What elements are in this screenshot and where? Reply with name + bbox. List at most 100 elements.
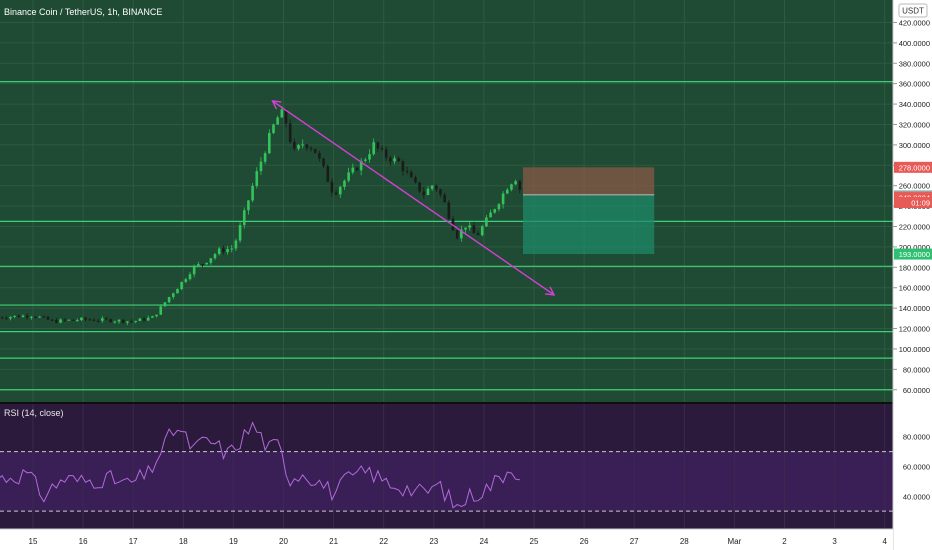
- candle-body: [355, 167, 359, 171]
- candle-body: [338, 186, 342, 195]
- candle-body: [25, 315, 29, 318]
- time-label: 28: [680, 537, 689, 546]
- price-tick-label: 360.0000: [899, 80, 930, 89]
- candle-body: [59, 319, 62, 323]
- candle-body: [205, 262, 208, 265]
- price-tag-label: 01:09: [911, 199, 930, 208]
- candle-body: [234, 240, 238, 249]
- candle-body: [163, 302, 167, 307]
- candle-body: [272, 124, 275, 134]
- candle-body: [130, 321, 133, 323]
- candle-body: [313, 148, 317, 153]
- candle-body: [17, 315, 21, 318]
- candle-body: [268, 133, 271, 154]
- candle-body: [167, 297, 171, 303]
- price-tick-label: 260.0000: [899, 182, 930, 191]
- candle-body: [401, 161, 405, 172]
- candle-body: [293, 141, 296, 149]
- rsi-line: [0, 421, 520, 509]
- candle-body: [34, 316, 37, 318]
- candle-body: [247, 200, 250, 211]
- candle-body: [510, 184, 513, 190]
- price-tick-label: 100.0000: [899, 345, 930, 354]
- candle-body: [405, 171, 409, 173]
- candle-body: [222, 248, 225, 253]
- candle-body: [217, 248, 221, 255]
- candle-body: [480, 226, 484, 236]
- candle-body: [171, 293, 175, 298]
- candle-body: [30, 316, 33, 318]
- candle-body: [330, 181, 334, 193]
- candle-body: [138, 318, 142, 322]
- price-pane[interactable]: [0, 0, 893, 402]
- chart-title: Binance Coin / TetherUS, 1h, BINANCE: [4, 7, 162, 17]
- candle-body: [113, 321, 117, 323]
- pane-separator[interactable]: [0, 402, 893, 404]
- trend-arrow-end: [545, 286, 556, 296]
- price-axis[interactable]: [893, 0, 932, 550]
- candle-body: [288, 123, 292, 142]
- time-label: Mar: [728, 537, 742, 546]
- horizontal-levels[interactable]: [0, 81, 893, 391]
- candle-body: [88, 319, 92, 321]
- price-grid: [0, 0, 893, 402]
- candle-body: [418, 182, 421, 192]
- currency-badge[interactable]: [898, 3, 928, 18]
- time-label: 15: [29, 537, 38, 546]
- time-label: 22: [379, 537, 388, 546]
- candle-body: [493, 209, 497, 213]
- candle-body: [213, 254, 217, 259]
- candle-body: [263, 153, 267, 162]
- trend-arrow-start: [271, 100, 282, 110]
- short-position-box[interactable]: [522, 167, 655, 255]
- candle-body: [259, 161, 263, 172]
- candle-body: [347, 172, 350, 181]
- trendline[interactable]: [271, 100, 556, 296]
- target-zone: [522, 194, 655, 255]
- candle-body: [71, 319, 75, 321]
- candle-body: [276, 117, 279, 125]
- candle-body: [46, 316, 50, 320]
- price-tick-label: 300.0000: [899, 141, 930, 150]
- candle-body: [209, 258, 213, 263]
- time-label: 18: [179, 537, 188, 546]
- candle-body: [105, 318, 108, 320]
- rsi-band: [0, 451, 893, 512]
- candle-body: [485, 217, 488, 227]
- candle-body: [121, 319, 125, 323]
- candle-body: [497, 204, 501, 210]
- time-label: 19: [229, 537, 238, 546]
- time-label: 23: [429, 537, 438, 546]
- candle-body: [21, 315, 25, 318]
- time-label: 2: [782, 537, 787, 546]
- candle-body: [0, 317, 4, 319]
- candle-body: [309, 148, 313, 150]
- candle-body: [155, 314, 158, 317]
- candle-body: [439, 189, 442, 195]
- candle-body: [80, 317, 83, 321]
- candle-body: [192, 265, 196, 275]
- time-label: 3: [832, 537, 837, 546]
- candle-body: [409, 172, 413, 178]
- time-axis[interactable]: [0, 529, 893, 550]
- rsi-tick-label: 80.0000: [903, 433, 930, 442]
- price-tick-label: 120.0000: [899, 325, 930, 334]
- candle-body: [188, 274, 192, 280]
- rsi-tick-label: 60.0000: [903, 463, 930, 472]
- candle-body: [101, 318, 104, 321]
- candle-body: [146, 317, 150, 321]
- candle-body: [55, 320, 58, 323]
- price-tag-label: 278.0000: [899, 163, 930, 172]
- candle-body: [142, 318, 146, 321]
- candle-body: [280, 109, 284, 118]
- candle-body: [468, 225, 472, 228]
- candle-body: [42, 316, 46, 318]
- time-label: 27: [630, 537, 639, 546]
- price-tick-label: 340.0000: [899, 100, 930, 109]
- candle-body: [476, 233, 480, 236]
- candle-body: [393, 158, 396, 162]
- time-label: 25: [530, 537, 539, 546]
- candle-body: [305, 144, 309, 149]
